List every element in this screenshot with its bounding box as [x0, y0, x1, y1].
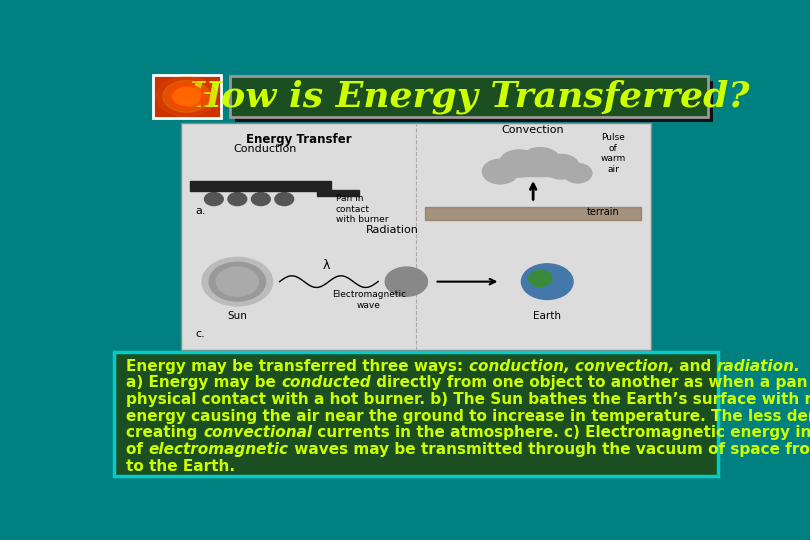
- Text: How is Energy Transferred?: How is Energy Transferred?: [188, 79, 750, 113]
- Text: to the Earth.: to the Earth.: [126, 458, 236, 474]
- FancyBboxPatch shape: [230, 76, 708, 117]
- FancyBboxPatch shape: [181, 123, 650, 349]
- Text: of: of: [126, 442, 148, 457]
- Text: Energy may be transferred three ways:: Energy may be transferred three ways:: [126, 359, 469, 374]
- FancyBboxPatch shape: [235, 80, 714, 122]
- Text: waves may be transmitted through the vacuum of space from the Sun: waves may be transmitted through the vac…: [288, 442, 810, 457]
- Text: conduction, convection,: conduction, convection,: [469, 359, 674, 374]
- Text: directly from one object to another as when a pan is in direct: directly from one object to another as w…: [371, 375, 810, 390]
- Text: and: and: [674, 359, 717, 374]
- Text: currents in the atmosphere. c) Electromagnetic energy in the form: currents in the atmosphere. c) Electroma…: [312, 426, 810, 440]
- Text: convectional: convectional: [203, 426, 312, 440]
- FancyBboxPatch shape: [153, 75, 220, 118]
- Text: creating: creating: [126, 426, 203, 440]
- Circle shape: [169, 85, 204, 108]
- Circle shape: [163, 80, 211, 112]
- Text: a) Energy may be: a) Energy may be: [126, 375, 282, 390]
- Text: physical contact with a hot burner. b) The Sun bathes the Earth’s surface with r: physical contact with a hot burner. b) T…: [126, 392, 810, 407]
- Text: electromagnetic: electromagnetic: [148, 442, 288, 457]
- FancyBboxPatch shape: [113, 352, 718, 476]
- Text: conducted: conducted: [282, 375, 371, 390]
- Circle shape: [156, 77, 217, 116]
- Text: energy causing the air near the ground to increase in temperature. The less dens: energy causing the air near the ground t…: [126, 409, 810, 424]
- Text: radiation.: radiation.: [717, 359, 800, 374]
- Circle shape: [173, 87, 200, 105]
